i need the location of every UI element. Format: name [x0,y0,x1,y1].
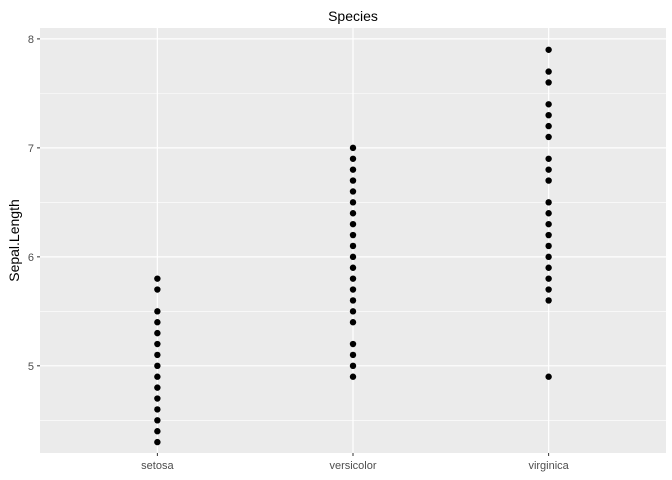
point-virginica [545,79,552,86]
point-virginica [545,275,552,282]
y-tick-label: 6 [28,252,34,264]
point-versicolor [349,351,357,359]
point-versicolor [349,210,357,217]
point-versicolor [349,231,357,239]
point-virginica [545,46,552,53]
point-virginica [545,155,552,162]
point-versicolor [349,144,357,152]
point-setosa [154,395,161,402]
y-tick-label: 7 [28,143,34,155]
x-tick-label-virginica: virginica [528,460,569,472]
point-virginica [545,264,552,271]
point-setosa [154,438,161,446]
point-versicolor [349,155,357,162]
point-virginica [545,231,552,239]
x-tick-label-setosa: setosa [141,460,174,472]
point-setosa [154,340,161,348]
point-versicolor [349,177,357,184]
point-versicolor [349,188,357,195]
data-points [154,46,552,446]
point-versicolor [349,362,357,370]
point-virginica [545,242,552,250]
point-virginica [545,68,552,75]
point-virginica [545,166,552,173]
point-virginica [545,199,552,206]
point-versicolor [349,297,357,304]
point-versicolor [349,275,357,282]
point-setosa [154,286,161,293]
point-versicolor [349,242,357,250]
point-setosa [154,275,161,282]
point-virginica [545,373,552,380]
x-axis-ticks: setosa versicolor virginica [141,453,570,472]
point-setosa [154,428,161,435]
point-versicolor [349,340,357,348]
y-tick-label: 8 [28,34,34,46]
point-virginica [545,210,552,217]
point-setosa [154,351,161,359]
point-versicolor [349,166,357,173]
point-setosa [154,384,161,391]
y-axis-title: Sepal.Length [6,199,22,282]
point-setosa [154,406,161,413]
point-versicolor [349,199,357,206]
point-virginica [545,111,552,119]
point-virginica [545,177,552,184]
point-virginica [545,133,552,141]
point-setosa [154,417,161,424]
point-versicolor [349,373,357,380]
point-virginica [545,286,552,293]
y-tick-label: 5 [28,361,34,373]
x-tick-label-versicolor: versicolor [329,460,376,472]
chart-title: Species [328,8,378,24]
point-versicolor [349,319,357,326]
point-versicolor [349,286,357,293]
point-virginica [545,101,552,108]
point-setosa [154,308,161,315]
point-virginica [545,297,552,304]
point-setosa [154,362,161,370]
point-virginica [545,220,552,228]
point-virginica [545,122,552,130]
point-versicolor [349,220,357,228]
point-setosa [154,373,161,380]
point-setosa [154,329,161,337]
point-versicolor [349,308,357,315]
y-axis-ticks: 5 6 7 8 [28,34,40,373]
point-setosa [154,319,161,326]
point-versicolor [349,253,357,261]
point-virginica [545,253,552,261]
point-versicolor [349,264,357,271]
